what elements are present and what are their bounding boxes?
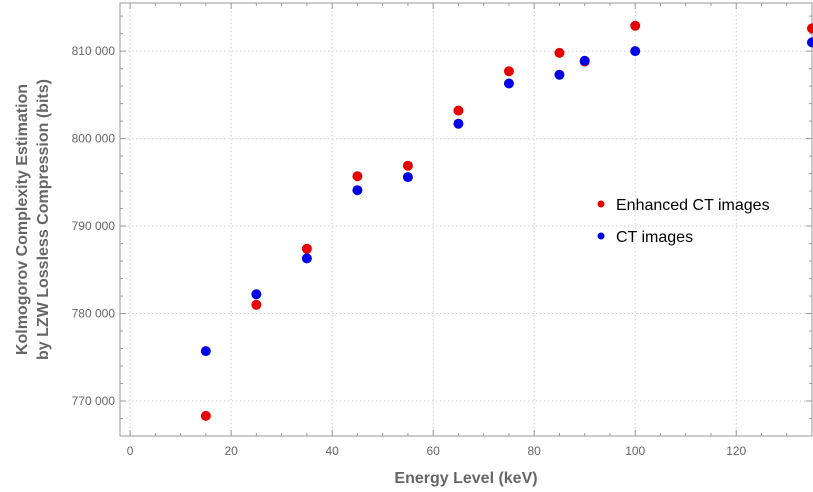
- y-tick-label: 780 000: [72, 307, 116, 321]
- ct-point: [580, 56, 590, 66]
- ct-point: [251, 289, 261, 299]
- legend-marker: [598, 201, 605, 208]
- enhanced-ct-point: [554, 48, 564, 58]
- legend-label: Enhanced CT images: [616, 197, 770, 214]
- axis-ticks: 0 20 40 60 80 100 120 770 000 780 000 790 000 800 …: [72, 3, 812, 458]
- legend: Enhanced CT images CT images: [598, 197, 770, 246]
- y-tick-label: 790 000: [72, 219, 116, 233]
- ct-point: [807, 37, 813, 47]
- x-tick-label: 20: [224, 444, 238, 458]
- x-tick-label: 0: [127, 444, 134, 458]
- enhanced-ct-point: [807, 23, 813, 33]
- x-axis-label: Energy Level (keV): [394, 470, 537, 487]
- x-tick-label: 100: [625, 444, 645, 458]
- x-tick-label: 40: [325, 444, 339, 458]
- y-axis-label-line-1: Kolmogorov Complexity Estimation: [14, 84, 31, 355]
- x-tick-label: 120: [726, 444, 746, 458]
- enhanced-ct-point: [251, 300, 261, 310]
- plot-frame: [120, 3, 812, 436]
- enhanced-ct-point: [504, 66, 514, 76]
- y-axis-label-line-2: by LZW Lossless Compression (bits): [35, 79, 52, 360]
- legend-marker: [598, 233, 605, 240]
- ct-point: [504, 78, 514, 88]
- ct-point: [403, 172, 413, 182]
- grid-lines: [120, 3, 812, 436]
- enhanced-ct-point: [201, 411, 211, 421]
- enhanced-ct-point: [403, 161, 413, 171]
- data-points: [201, 21, 813, 421]
- ct-point: [453, 119, 463, 129]
- enhanced-ct-point: [302, 244, 312, 254]
- ct-point: [630, 46, 640, 56]
- enhanced-ct-point: [630, 21, 640, 31]
- x-tick-label: 60: [426, 444, 440, 458]
- y-tick-label: 810 000: [72, 44, 116, 58]
- enhanced-ct-point: [352, 171, 362, 181]
- ct-point: [554, 70, 564, 80]
- enhanced-ct-point: [453, 106, 463, 116]
- y-tick-label: 770 000: [72, 394, 116, 408]
- ct-point: [302, 253, 312, 263]
- legend-label: CT images: [616, 229, 693, 246]
- ct-point: [201, 346, 211, 356]
- ct-point: [352, 185, 362, 195]
- y-tick-label: 800 000: [72, 132, 116, 146]
- x-tick-label: 80: [528, 444, 542, 458]
